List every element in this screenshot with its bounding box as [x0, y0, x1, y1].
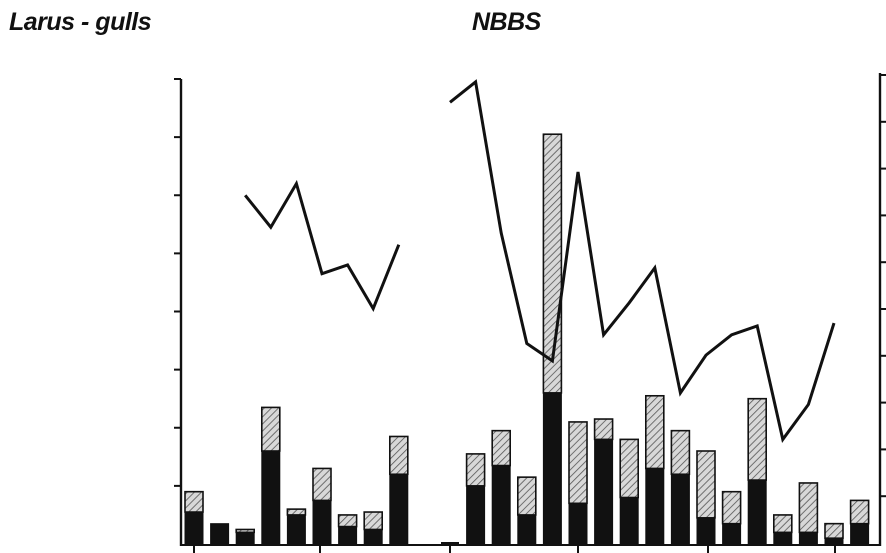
bar-solid-segment [235, 531, 255, 545]
bar-series [184, 133, 870, 545]
bar-solid-segment [568, 502, 588, 545]
bar-solid-segment [850, 523, 870, 545]
bar-hatched-segment [286, 508, 307, 516]
bar-hatched-segment [388, 435, 409, 476]
left-title: Larus - gulls [9, 8, 152, 36]
bar-solid-segment [184, 511, 204, 545]
bar-solid-segment [670, 473, 690, 545]
bar-solid-segment [542, 392, 562, 545]
bar-hatched-segment [337, 514, 358, 528]
bar-solid-segment [363, 528, 383, 545]
bar-solid-segment [389, 473, 409, 545]
trend-line [449, 79, 836, 443]
right-title: NBBS [472, 8, 541, 36]
bar-solid-segment [696, 517, 716, 545]
bar-solid-segment [722, 523, 742, 545]
bar-solid-segment [286, 514, 306, 545]
trend-line [244, 179, 401, 312]
bar-hatched-segment [644, 394, 665, 470]
bar-solid-segment [747, 479, 767, 545]
bar-hatched-segment [721, 490, 742, 525]
bar-solid-segment [824, 537, 844, 545]
line-series [244, 79, 836, 443]
bar-hatched-segment [798, 482, 819, 534]
bar-solid-segment [491, 465, 511, 545]
bar-hatched-segment [696, 450, 716, 519]
bar-hatched-segment [260, 406, 281, 452]
bar-hatched-segment [491, 429, 512, 467]
bar-solid-segment [645, 467, 665, 545]
bar-solid-segment [312, 499, 332, 545]
bar-hatched-segment [312, 467, 332, 502]
bar-hatched-segment [184, 490, 204, 513]
bar-solid-segment [619, 497, 639, 545]
bar-hatched-segment [824, 522, 844, 539]
bar-hatched-segment [465, 453, 486, 487]
bar-hatched-segment [747, 397, 768, 481]
bar-solid-segment [517, 514, 537, 545]
bar-solid-segment [773, 531, 793, 545]
bar-hatched-segment [619, 438, 640, 499]
bar-hatched-segment [670, 429, 691, 476]
bar-hatched-segment [772, 514, 793, 534]
bar-hatched-segment [363, 511, 384, 531]
bar-hatched-segment [516, 476, 537, 516]
bar-solid-segment [798, 531, 818, 545]
bar-solid-segment [594, 438, 614, 545]
bar-solid-segment [466, 485, 486, 545]
bar-solid-segment [338, 526, 358, 545]
bar-hatched-segment [849, 499, 870, 525]
bar-solid-segment [210, 523, 230, 545]
bar-hatched-segment [568, 421, 588, 505]
bar-solid-segment [261, 450, 281, 545]
bar-hatched-segment [593, 418, 614, 441]
